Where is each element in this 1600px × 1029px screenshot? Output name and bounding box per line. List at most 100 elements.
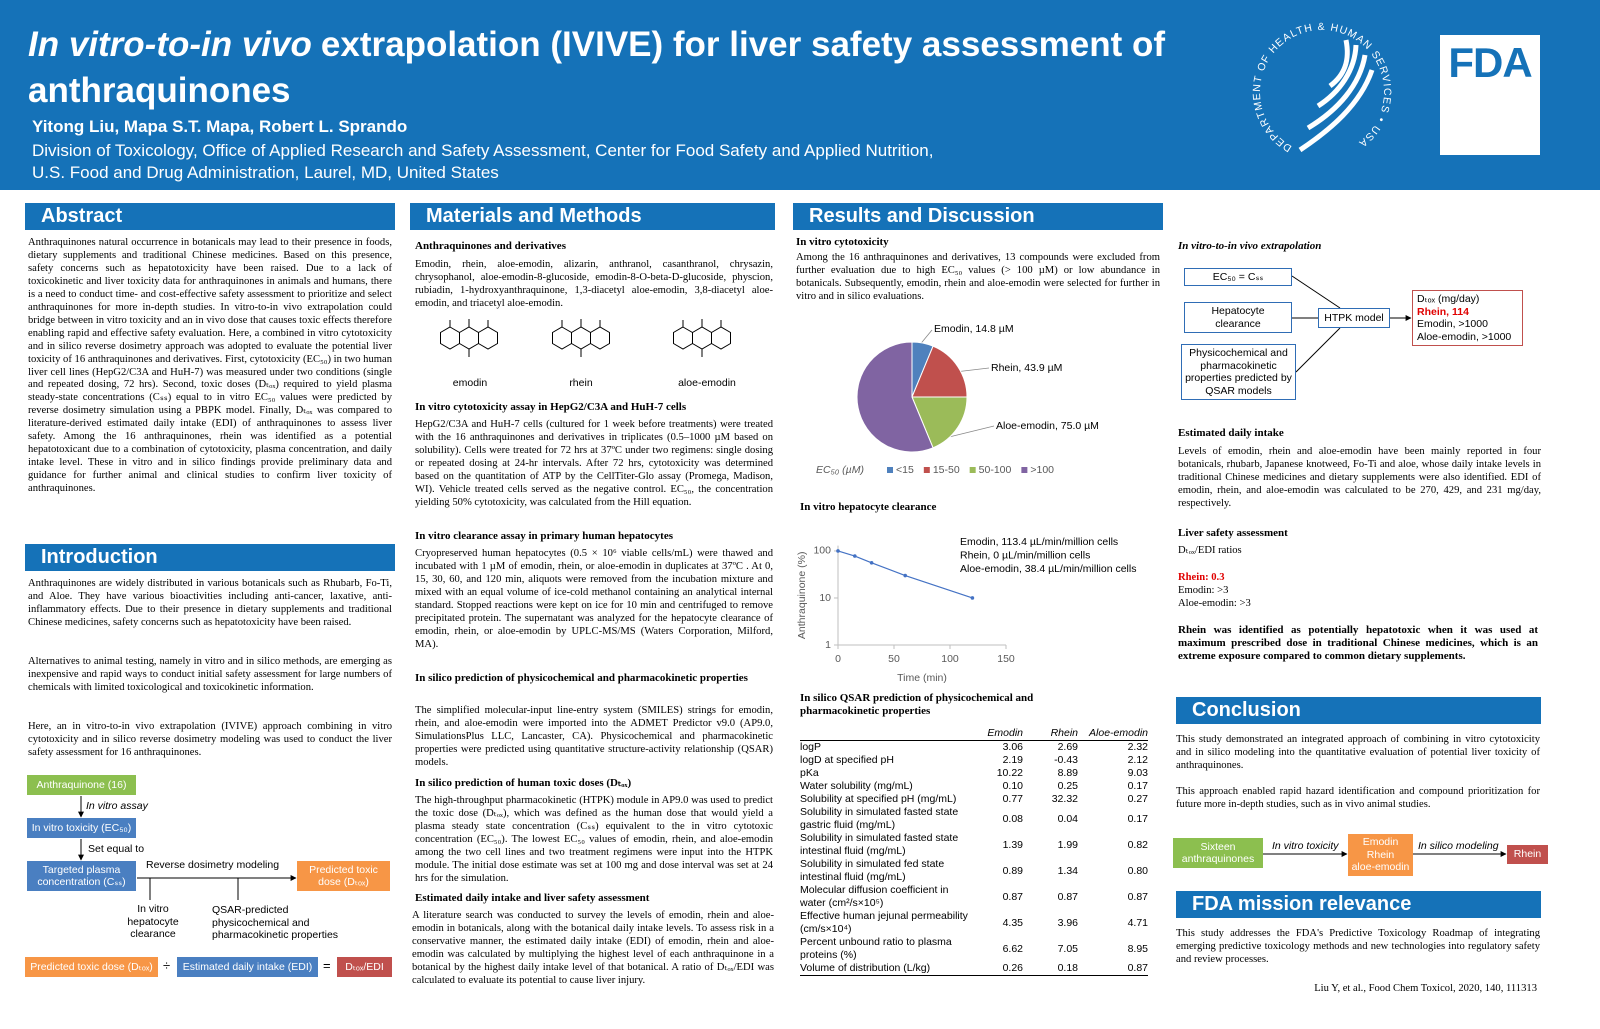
flow-box: Targeted plasma concentration (Cₛₛ) (27, 861, 136, 891)
sub-heading: Liver safety assessment (1178, 527, 1288, 539)
row-label: Solubility at specified pH (mg/mL) (800, 793, 957, 805)
paragraph: Cryopreserved human hepatocytes (0.5 × 1… (415, 548, 773, 650)
cell: 0.17 (1127, 812, 1148, 825)
ivive-box: Hepatocyte clearance (1184, 302, 1292, 333)
cell: 0.89 (1002, 864, 1023, 877)
ivive-box: EC₅₀ = Cₛₛ (1184, 268, 1292, 286)
header-row: Emodin Rhein Aloe-emodin (800, 727, 1148, 741)
title-italic: In vitro-to-in vivo (28, 25, 312, 64)
paragraph: This study demonstrated an integrated ap… (1176, 734, 1540, 771)
cell: 0.25 (1057, 780, 1078, 792)
section-heading: FDA mission relevance (1176, 891, 1541, 918)
row-label: pKa (800, 767, 819, 779)
flow-label: QSAR-predicted physicochemical and pharm… (212, 904, 339, 941)
cell: 0.82 (1127, 838, 1148, 851)
legend-swatch (1021, 467, 1028, 473)
cell: 0.87 (1078, 962, 1148, 976)
cell: 1.39 (1002, 838, 1023, 851)
x-tick-label: 100 (941, 653, 959, 665)
candidate: aloe-emodin (1351, 861, 1410, 874)
cell: 0.10 (1002, 780, 1023, 792)
table-row: Volume of distribution (L/kg) 0.26 0.18 0.8… (800, 962, 1148, 976)
ratio: Emodin: >3 (1178, 585, 1229, 596)
cell: 8.95 (1127, 942, 1148, 955)
sub-heading: In vitro hepatocyte clearance (800, 501, 937, 513)
flow-label: Reverse dosimetry modeling (146, 859, 280, 871)
cell: 0.08 (1002, 812, 1023, 825)
y-tick-label: 100 (813, 545, 831, 557)
row-label: logP (800, 741, 822, 753)
table-row: pKa 10.22 8.89 9.03 (800, 767, 1148, 780)
paragraph: Here, an in vitro-to-in vivo extrapolati… (28, 721, 392, 758)
flow-label: In silico modeling (1418, 840, 1499, 852)
legend-label: 15-50 (933, 464, 960, 476)
data-point (970, 596, 975, 600)
ivive-box: Physicochemical and pharmacokinetic prop… (1181, 344, 1296, 400)
row-label: Molecular diffusion coefficient in water… (800, 884, 949, 909)
column-header: Aloe-emodin (1078, 727, 1148, 741)
row-label: Solubility in simulated fed state intest… (800, 858, 945, 883)
pie-slice (911, 345, 968, 398)
flow-label: In vitro assay (86, 800, 148, 813)
paragraph: Anthraquinones are widely distributed in… (28, 578, 392, 628)
operator: ÷ (163, 958, 171, 973)
sub-heading: In silico prediction of physicochemical … (415, 672, 748, 684)
section-heading: Abstract (25, 203, 395, 230)
fda-logo: FDA (1440, 35, 1540, 155)
output-title: Dₜₒₓ (mg/day) (1417, 293, 1480, 305)
y-axis-label: Anthraquinone (%) (796, 552, 808, 640)
section-heading: Conclusion (1176, 697, 1541, 724)
sub-heading: In silico QSAR prediction of physicochem… (800, 692, 1034, 717)
x-tick-label: 0 (835, 653, 841, 665)
cell: 0.18 (1023, 962, 1078, 976)
paragraph: The high-throughput pharmacokinetic (HTP… (415, 795, 773, 884)
authors: Yitong Liu, Mapa S.T. Mapa, Robert L. Sp… (32, 117, 408, 136)
flow-label: In vitro toxicity (1272, 840, 1339, 852)
abstract-text: Anthraquinones natural occurrence in bot… (28, 237, 392, 495)
sub-heading: Estimated daily intake and liver safety … (415, 892, 650, 904)
paragraph: This study addresses the FDA's Predictiv… (1176, 928, 1540, 965)
citation: Liu Y, et al., Food Chem Toxicol, 2020, … (1314, 983, 1537, 994)
data-point (853, 554, 857, 558)
table-row: Percent unbound ratio to plasma proteins… (800, 936, 1148, 962)
structure-emodin (440, 318, 498, 358)
table-row: Solubility at specified pH (mg/mL) 0.77 32… (800, 793, 1148, 806)
cell: 32.32 (1051, 793, 1078, 805)
cell: 0.80 (1127, 864, 1148, 877)
structure-label: rhein (569, 377, 593, 389)
cell: 3.96 (1057, 916, 1078, 929)
ratio: Rhein: 0.3 (1178, 572, 1225, 583)
flow-box: Predicted toxic dose (Dₜₒₓ) (25, 957, 158, 977)
section-heading: Materials and Methods (410, 203, 775, 230)
data-point (903, 573, 907, 578)
cell: 0.04 (1057, 812, 1078, 825)
structure-rhein (552, 318, 610, 358)
cell: 8.89 (1057, 767, 1078, 779)
sub-heading: In silico prediction of human toxic dose… (415, 777, 632, 789)
title-rest: extrapolation (IVIVE) for liver safety a… (28, 25, 1166, 110)
legend-label: >100 (1030, 464, 1054, 476)
paragraph: HepG2/C3A and HuH-7 cells (cultured for … (415, 419, 773, 508)
flow-box: Anthraquinone (16) (27, 775, 136, 795)
candidate: Rhein (1366, 848, 1395, 861)
cell: 0.87 (1002, 890, 1023, 903)
legend-title: EC₅₀ (µM) (816, 464, 864, 476)
ivive-box: HTPK model (1318, 308, 1390, 328)
structure-label: aloe-emodin (678, 377, 736, 389)
legend-label: 50-100 (979, 464, 1012, 476)
sub-heading: Anthraquinones and derivatives (415, 240, 566, 252)
cell: -0.43 (1054, 754, 1078, 766)
pie-slice (911, 396, 968, 449)
ivive-output: Dₜₒₓ (mg/day) Rhein, 114 Emodin, >1000 A… (1412, 290, 1523, 346)
pie-annotation: Emodin, 14.8 µM (934, 323, 1014, 335)
chart-annotation: Rhein, 0 µL/min/million cells (960, 549, 1090, 561)
table-row: Water solubility (mg/mL) 0.10 0.25 0.17 (800, 780, 1148, 793)
paragraph: Alternatives to animal testing, namely i… (28, 656, 392, 693)
output-line: Emodin, >1000 (1417, 318, 1488, 331)
legend-swatch (887, 467, 893, 473)
x-tick-label: 150 (997, 653, 1015, 665)
y-tick-label: 1 (825, 639, 831, 651)
cell: 2.12 (1127, 754, 1148, 766)
candidate: Emodin (1362, 836, 1399, 849)
